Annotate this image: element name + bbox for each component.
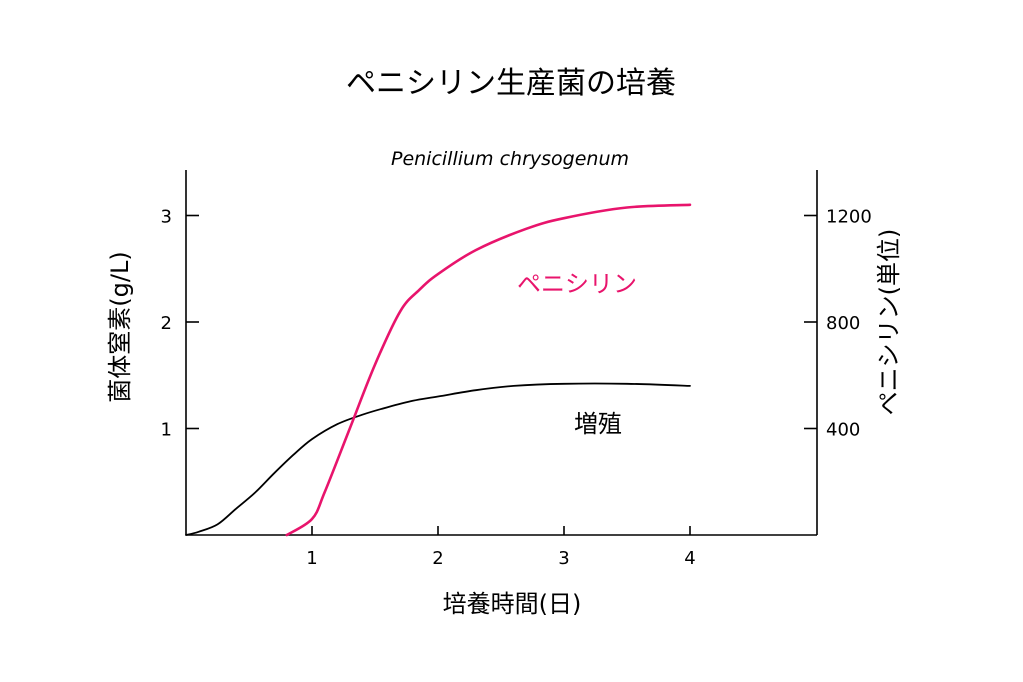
y-left-tick-label: 2: [161, 313, 172, 334]
y-axis-left-label: 菌体窒素(g/L): [106, 251, 134, 402]
chart-subtitle: Penicillium chrysogenum: [391, 148, 629, 170]
series-line: [285, 203, 692, 537]
x-tick-label: 2: [432, 548, 443, 569]
x-axis-label: 培養時間(日): [443, 590, 582, 618]
x-tick-label: 3: [558, 548, 569, 569]
series-label: ペニシリン: [517, 270, 637, 298]
y-right-tick-label: 1200: [826, 207, 872, 228]
x-tick-label: 1: [306, 548, 317, 569]
series-line: [185, 382, 691, 536]
y-right-tick-label: 800: [826, 313, 860, 334]
axes: [185, 170, 818, 536]
x-tick-label: 4: [684, 548, 695, 569]
y-left-tick-label: 3: [161, 207, 172, 228]
ticks: 1 2 3 4 1 2 3 400 800 1200: [161, 207, 872, 570]
series-labels: 増殖 ペニシリン: [517, 270, 637, 438]
y-left-tick-label: 1: [161, 420, 172, 441]
y-axis-right-label: ペニシリン(単位): [875, 229, 903, 416]
series-label: 増殖: [574, 410, 622, 438]
y-right-tick-label: 400: [826, 420, 860, 441]
chart-title: ペニシリン生産菌の培養: [346, 66, 676, 101]
series-lines: [185, 203, 692, 537]
